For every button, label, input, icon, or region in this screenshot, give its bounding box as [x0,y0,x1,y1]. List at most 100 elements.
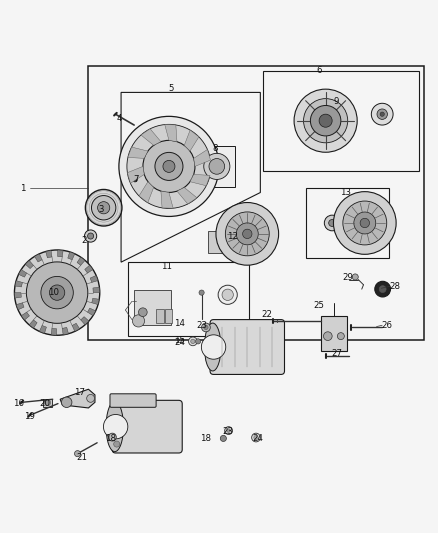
FancyBboxPatch shape [112,400,182,453]
Text: 11: 11 [161,262,172,271]
Circle shape [371,103,393,125]
Circle shape [375,281,391,297]
Circle shape [191,339,195,344]
Text: 18: 18 [105,434,116,443]
Polygon shape [62,327,68,335]
Circle shape [49,285,65,300]
Bar [198,146,235,187]
Polygon shape [77,257,85,265]
Polygon shape [194,149,211,166]
Circle shape [227,429,230,432]
Polygon shape [190,174,210,185]
Text: 15: 15 [174,336,185,345]
Circle shape [323,332,332,341]
Circle shape [201,335,226,359]
Text: 1: 1 [21,184,26,192]
Text: 24: 24 [174,338,185,347]
Circle shape [333,192,396,254]
Text: 27: 27 [331,349,342,358]
Polygon shape [60,389,95,408]
Circle shape [319,114,332,127]
Polygon shape [16,303,24,310]
Text: 25: 25 [314,301,325,310]
Circle shape [195,339,201,344]
Circle shape [380,112,385,116]
Circle shape [226,212,269,256]
Polygon shape [177,188,197,204]
Circle shape [132,177,138,182]
Circle shape [311,106,341,136]
Polygon shape [139,182,154,203]
Circle shape [127,124,211,208]
Polygon shape [127,166,144,183]
Polygon shape [18,270,27,277]
Bar [208,231,234,253]
Text: 3: 3 [99,205,104,214]
Circle shape [41,277,73,309]
Ellipse shape [304,99,348,143]
Polygon shape [88,308,95,316]
Text: 20: 20 [39,399,50,408]
Bar [43,399,52,407]
Circle shape [138,308,147,317]
Circle shape [254,435,258,440]
Text: 9: 9 [334,96,339,106]
Circle shape [87,394,95,402]
Polygon shape [51,328,57,335]
Bar [127,262,250,336]
Circle shape [188,337,197,346]
Bar [88,66,424,341]
Polygon shape [184,130,199,151]
Circle shape [379,286,386,293]
Circle shape [204,154,230,180]
Circle shape [85,230,97,242]
Circle shape [103,415,128,439]
Circle shape [14,250,100,335]
Text: 17: 17 [74,388,85,397]
Polygon shape [15,280,22,287]
Circle shape [354,212,376,234]
Text: 21: 21 [76,454,88,463]
Polygon shape [141,129,161,146]
Text: 18: 18 [201,434,212,443]
Circle shape [218,285,237,304]
Circle shape [243,229,252,239]
Circle shape [201,323,210,332]
Bar [262,71,419,171]
Circle shape [343,201,387,245]
Polygon shape [85,265,93,273]
Circle shape [252,433,260,442]
Polygon shape [93,287,100,293]
Circle shape [237,223,258,245]
Bar [165,309,173,323]
Circle shape [328,220,336,227]
Text: 4: 4 [116,114,122,123]
Bar [156,309,164,323]
Polygon shape [46,251,52,258]
Circle shape [337,333,344,340]
Circle shape [225,426,233,434]
Text: 14: 14 [174,319,185,328]
Text: 26: 26 [381,321,392,330]
Circle shape [45,400,50,406]
Circle shape [351,218,361,228]
Polygon shape [39,326,46,333]
Circle shape [26,262,88,324]
Polygon shape [29,320,37,328]
Polygon shape [14,293,21,298]
Polygon shape [128,147,148,158]
Circle shape [324,215,340,231]
Circle shape [204,325,208,329]
Text: 7: 7 [134,175,139,184]
Text: 13: 13 [340,188,351,197]
Ellipse shape [106,402,124,451]
Circle shape [216,203,279,265]
Polygon shape [72,324,80,332]
Text: 6: 6 [316,66,322,75]
Bar [134,290,171,325]
Polygon shape [165,125,177,142]
Polygon shape [90,276,98,282]
Circle shape [92,196,116,220]
Ellipse shape [294,89,357,152]
Text: 24: 24 [253,434,264,443]
